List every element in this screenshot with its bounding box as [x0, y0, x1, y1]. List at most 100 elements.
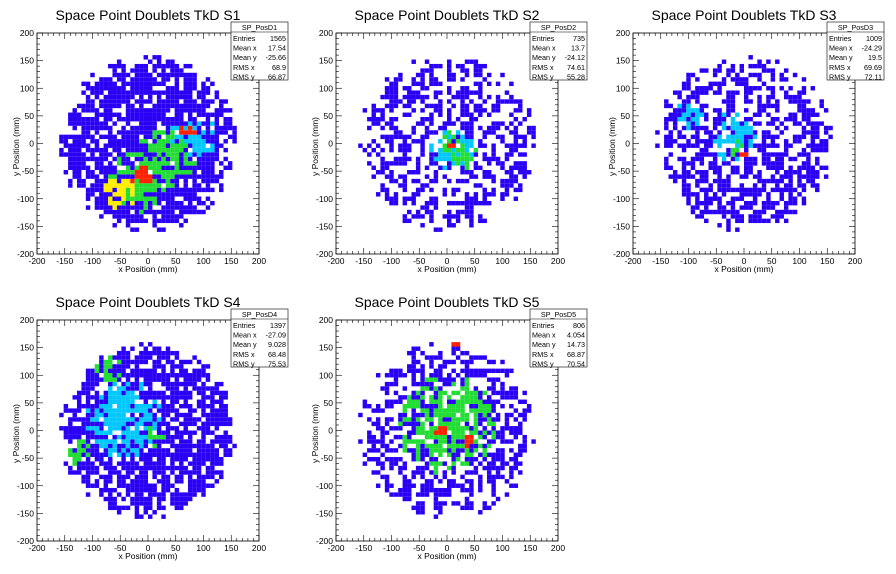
- heatmap-cell: [179, 112, 184, 117]
- heatmap-cell: [704, 116, 709, 122]
- heatmap-cell: [170, 196, 175, 201]
- heatmap-cell: [183, 386, 188, 391]
- heatmap-cell: [63, 408, 69, 413]
- heatmap-cell: [134, 359, 140, 365]
- heatmap-cell: [469, 403, 474, 409]
- x-tick-label: -150: [355, 256, 372, 266]
- heatmap-cell: [205, 386, 211, 391]
- heatmap-cell: [411, 178, 416, 184]
- y-tick-label: -100: [316, 194, 333, 204]
- heatmap-cell: [94, 395, 100, 400]
- heatmap-cell: [214, 434, 220, 440]
- stats-value: 68.48: [268, 350, 286, 359]
- heatmap-cell: [752, 214, 758, 219]
- heatmap-cell: [161, 483, 166, 488]
- stats-label: RMS y: [532, 72, 554, 81]
- heatmap-cell: [469, 426, 474, 431]
- heatmap-cell: [455, 373, 461, 378]
- heatmap-cell: [125, 430, 131, 435]
- heatmap-cell: [810, 112, 816, 117]
- heatmap-cell: [187, 121, 193, 126]
- heatmap-cell: [99, 364, 104, 369]
- heatmap-cell: [424, 209, 430, 215]
- heatmap-cell: [152, 390, 157, 396]
- heatmap-cell: [491, 178, 496, 184]
- heatmap-cell: [801, 112, 807, 117]
- heatmap-cell: [152, 103, 157, 109]
- heatmap-cell: [708, 81, 713, 87]
- heatmap-cell: [367, 143, 372, 148]
- heatmap-cell: [420, 143, 425, 148]
- heatmap-cell: [726, 183, 731, 188]
- heatmap-cell: [130, 403, 135, 409]
- heatmap-cell: [179, 430, 184, 435]
- heatmap-cell: [161, 465, 166, 471]
- heatmap-cell: [152, 196, 157, 201]
- heatmap-cell: [371, 457, 376, 462]
- heatmap-cell: [699, 112, 705, 117]
- heatmap-cell: [482, 368, 487, 374]
- heatmap-cell: [801, 200, 807, 206]
- heatmap-cell: [94, 448, 100, 453]
- heatmap-cell: [156, 417, 162, 422]
- heatmap-cell: [201, 426, 206, 431]
- heatmap-cell: [393, 492, 399, 497]
- heatmap-cell: [464, 399, 470, 404]
- heatmap-cell: [438, 373, 443, 378]
- heatmap-cell: [94, 90, 100, 95]
- heatmap-cell: [156, 90, 162, 95]
- heatmap-cell: [708, 187, 713, 193]
- heatmap-cell: [63, 426, 69, 431]
- heatmap-cell: [68, 156, 73, 162]
- heatmap-cell: [205, 412, 211, 418]
- heatmap-cell: [179, 474, 184, 480]
- y-tick-label: 150: [616, 56, 630, 66]
- heatmap-cell: [415, 457, 421, 462]
- heatmap-cell: [174, 496, 180, 502]
- heatmap-cell: [739, 121, 744, 126]
- heatmap-cell: [429, 116, 434, 122]
- heatmap-cell: [744, 134, 749, 140]
- heatmap-cell: [134, 130, 140, 135]
- heatmap-cell: [407, 492, 412, 497]
- heatmap-cell: [429, 156, 434, 162]
- heatmap-cell: [491, 368, 496, 374]
- heatmap-cell: [76, 452, 82, 458]
- heatmap-cell: [196, 152, 202, 157]
- heatmap-cell: [375, 408, 381, 413]
- heatmap-cell: [152, 364, 157, 369]
- heatmap-cell: [227, 434, 233, 440]
- heatmap-cell: [161, 395, 166, 400]
- heatmap-cell: [393, 94, 399, 100]
- heatmap-cell: [473, 439, 479, 444]
- heatmap-cell: [744, 81, 749, 87]
- heatmap-cell: [389, 448, 394, 453]
- heatmap-cell: [90, 125, 95, 131]
- heatmap-cell: [526, 108, 532, 113]
- heatmap-cell: [469, 443, 474, 449]
- heatmap-cell: [500, 381, 505, 387]
- heatmap-cell: [402, 134, 408, 140]
- heatmap-cell: [424, 434, 430, 440]
- heatmap-cell: [726, 139, 731, 144]
- heatmap-cell: [677, 94, 682, 100]
- heatmap-cell: [783, 143, 789, 148]
- heatmap-cell: [473, 152, 479, 157]
- heatmap-cell: [143, 368, 148, 374]
- heatmap-cell: [509, 395, 514, 400]
- heatmap-cell: [469, 434, 474, 440]
- heatmap-cell: [442, 461, 447, 466]
- heatmap-cell: [686, 183, 691, 188]
- heatmap-cell: [161, 214, 166, 219]
- heatmap-cell: [148, 125, 153, 131]
- heatmap-cell: [152, 77, 157, 82]
- heatmap-cell: [130, 116, 135, 122]
- heatmap-cell: [116, 373, 122, 378]
- heatmap-cell: [134, 465, 140, 471]
- heatmap-cell: [478, 483, 483, 488]
- heatmap-cell: [695, 116, 700, 122]
- heatmap-cell: [165, 474, 171, 480]
- heatmap-cell: [112, 90, 117, 95]
- heatmap-cell: [375, 116, 381, 122]
- heatmap-cell: [398, 426, 403, 431]
